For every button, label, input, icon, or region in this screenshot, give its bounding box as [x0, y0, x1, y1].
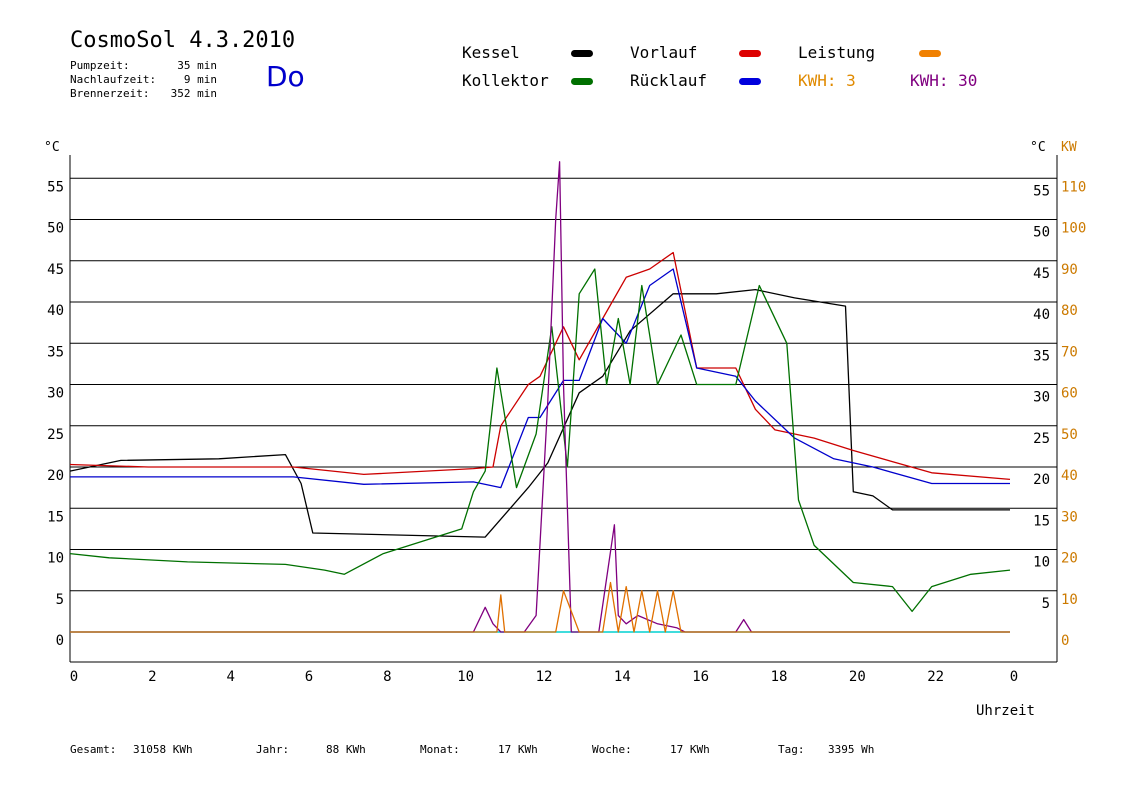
nachlaufzeit-value: 9 min: [183, 73, 217, 86]
y-tick-label-left: 10: [47, 551, 64, 567]
series-line-vorlauf: [69, 251, 1011, 481]
series-line-r-cklauf: [70, 268, 1010, 489]
y-tick-label-right: 40: [1033, 307, 1050, 323]
series-line-kessel: [69, 288, 1010, 538]
y-tick-label-left: 15: [47, 509, 64, 525]
pumpzeit-value: 35 min: [177, 59, 217, 72]
x-tick-label: 4: [226, 669, 234, 685]
x-tick-label: 10: [457, 669, 474, 685]
y-tick-label-kw: 70: [1061, 344, 1078, 360]
kwh-daily-value: 3: [846, 71, 856, 90]
footer-monat-value: 17 KWh: [498, 743, 538, 756]
y-tick-label-right: 20: [1033, 472, 1050, 488]
y-tick-label-left: 35: [47, 344, 64, 360]
y-tick-label-kw: 100: [1061, 221, 1086, 237]
legend-kessel-label: Kessel: [462, 43, 520, 62]
x-tick-label: 0: [70, 669, 78, 685]
y-tick-label-left: 20: [47, 468, 64, 484]
x-tick-label: 2: [148, 669, 156, 685]
y-tick-label-left: 45: [47, 262, 64, 278]
x-tick-label: 18: [771, 669, 788, 685]
kwh-30-label: KWH: 30: [910, 71, 977, 90]
y-tick-label-right: 10: [1033, 555, 1050, 571]
y-tick-label-right: 45: [1033, 266, 1050, 282]
x-tick-label: 22: [927, 669, 944, 685]
nachlaufzeit-label: Nachlaufzeit:: [70, 73, 157, 86]
legend-ruecklauf-swatch: [739, 78, 761, 85]
y-tick-label-left: 50: [47, 221, 64, 237]
y-tick-label-kw: 40: [1061, 468, 1078, 484]
kwh-daily-label-text: KWH:: [798, 71, 837, 90]
x-tick-label: 12: [536, 669, 553, 685]
x-tick-label: 0: [1010, 669, 1018, 685]
y-tick-label-left: 40: [47, 303, 64, 319]
chart-labels: °C °C KW0510152025303540455055510152025303…: [44, 140, 1086, 719]
y-tick-label-kw: 80: [1061, 303, 1078, 319]
y-tick-label-left: 0: [56, 633, 64, 649]
footer-gesamt-label: Gesamt:: [70, 743, 117, 756]
kwh-30-value: 30: [958, 71, 978, 90]
x-tick-label: 14: [614, 669, 631, 685]
y-tick-label-right: 15: [1033, 513, 1050, 529]
y-tick-label-left: 55: [47, 179, 64, 195]
legend-leistung-label: Leistung: [798, 43, 876, 62]
legend-leistung-swatch: [919, 50, 941, 57]
y-axis-left-unit: °C: [44, 140, 60, 155]
legend-ruecklauf-label: Rücklauf: [630, 71, 708, 90]
y-tick-label-kw: 10: [1061, 592, 1078, 608]
x-tick-label: 16: [692, 669, 709, 685]
y-tick-label-right: 55: [1033, 183, 1050, 199]
series-line-kollektor: [69, 268, 1011, 613]
x-axis-label: Uhrzeit: [976, 703, 1035, 719]
brennerzeit-label: Brennerzeit:: [70, 87, 150, 100]
brennerzeit-value: 352 min: [170, 87, 217, 100]
kwh-30-label-text: KWH:: [910, 71, 949, 90]
y-tick-label-kw: 20: [1061, 551, 1078, 567]
weekday-label: Do: [266, 60, 305, 93]
chart-axes: [69, 155, 1058, 663]
x-tick-label: 20: [849, 669, 866, 685]
pumpzeit-label: Pumpzeit:: [70, 59, 130, 72]
y-tick-label-right: 25: [1033, 431, 1050, 447]
y-tick-label-kw: 0: [1061, 633, 1069, 649]
y-tick-label-right: 5: [1042, 596, 1050, 612]
y-tick-label-left: 5: [56, 592, 64, 608]
y-tick-label-right: 30: [1033, 390, 1050, 406]
chart-grid: [70, 177, 1057, 592]
footer-jahr-value: 88 KWh: [326, 743, 366, 756]
y-tick-label-kw: 110: [1061, 179, 1086, 195]
series-line-leistung: [70, 581, 1010, 633]
kwh-daily-label: KWH: 3: [798, 71, 856, 90]
y-tick-label-kw: 30: [1061, 509, 1078, 525]
page-title: CosmoSol 4.3.2010: [70, 28, 296, 53]
y-axis-kw-unit: KW: [1061, 140, 1077, 155]
y-tick-label-kw: 90: [1061, 262, 1078, 278]
y-tick-label-left: 25: [47, 427, 64, 443]
legend-vorlauf-swatch: [739, 50, 761, 57]
legend-kessel-swatch: [571, 50, 593, 57]
series-line-kwh-30: [70, 161, 1010, 633]
footer-jahr-label: Jahr:: [256, 743, 290, 756]
legend-kollektor-swatch: [571, 78, 593, 85]
y-tick-label-right: 35: [1033, 348, 1050, 364]
chart-series: [69, 161, 1011, 633]
y-tick-label-kw: 60: [1061, 386, 1078, 402]
legend-kollektor-label: Kollektor: [462, 71, 549, 90]
y-axis-right-unit: °C: [1030, 140, 1046, 155]
footer-monat-label: Monat:: [420, 743, 460, 756]
y-tick-label-right: 50: [1033, 225, 1050, 241]
footer-woche-label: Woche:: [592, 743, 632, 756]
x-tick-label: 6: [305, 669, 313, 685]
footer-tag-value: 3395 Wh: [828, 743, 875, 756]
legend-vorlauf-label: Vorlauf: [630, 43, 698, 62]
footer-tag-label: Tag:: [778, 743, 805, 756]
x-tick-label: 8: [383, 669, 391, 685]
footer-gesamt-value: 31058 KWh: [133, 743, 193, 756]
footer-woche-value: 17 KWh: [670, 743, 710, 756]
y-tick-label-left: 30: [47, 386, 64, 402]
y-tick-label-kw: 50: [1061, 427, 1078, 443]
